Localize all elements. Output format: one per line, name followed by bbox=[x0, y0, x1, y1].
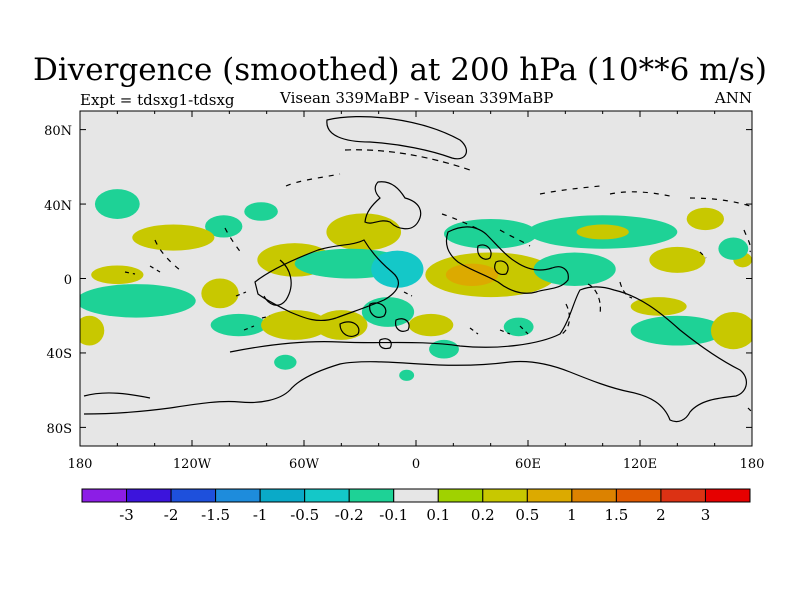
colorbar-swatch bbox=[571, 488, 617, 503]
colorbar-swatch bbox=[393, 488, 439, 503]
lon-label: 180 bbox=[68, 457, 93, 472]
coastline-inlet-west bbox=[263, 259, 292, 306]
lon-label: 60W bbox=[289, 457, 320, 472]
contour-region bbox=[210, 313, 267, 337]
lon-label: 0 bbox=[412, 457, 420, 472]
colorbar-swatch bbox=[615, 488, 662, 503]
contour-region bbox=[80, 284, 196, 318]
contour-region bbox=[91, 265, 144, 285]
contour-region bbox=[408, 313, 454, 337]
contour-region bbox=[261, 310, 329, 340]
contour-region bbox=[274, 354, 297, 370]
contour-region bbox=[718, 237, 749, 260]
contour-region bbox=[371, 250, 424, 288]
colorbar-label: 3 bbox=[701, 506, 711, 524]
colorbar-swatch bbox=[215, 488, 261, 503]
colorbar-label: 0.1 bbox=[426, 506, 450, 524]
comparison-label: Visean 339MaBP - Visean 339MaBP bbox=[280, 89, 554, 107]
contour-region bbox=[444, 218, 538, 249]
colorbar-label: -1 bbox=[253, 506, 268, 524]
lon-axis-labels: 180 120W 60W 0 60E 120E 180 bbox=[68, 457, 765, 472]
axis-ticks bbox=[79, 111, 753, 446]
lon-label: 180 bbox=[740, 457, 765, 472]
contour-region bbox=[94, 189, 140, 219]
coastline-east-islands bbox=[477, 244, 509, 275]
colorbar-label: -0.1 bbox=[379, 506, 408, 524]
colorbar-swatch bbox=[304, 488, 350, 503]
contour-region bbox=[399, 369, 415, 381]
coastline-south-continent bbox=[83, 286, 747, 423]
colorbar-label: 1 bbox=[567, 506, 577, 524]
colorbar-swatch bbox=[482, 488, 528, 503]
season-label: ANN bbox=[714, 89, 752, 107]
experiment-label: Expt = tdsxg1-tdsxg bbox=[80, 91, 235, 109]
contour-region bbox=[429, 339, 459, 359]
coastline-north-island bbox=[326, 116, 468, 160]
colorbar-label: 2 bbox=[656, 506, 666, 524]
coastline-continent-east bbox=[445, 226, 569, 294]
lon-label: 120E bbox=[623, 457, 657, 472]
contour-region bbox=[201, 278, 239, 309]
colorbar-swatch bbox=[170, 488, 217, 503]
colorbar bbox=[81, 488, 751, 503]
contour-region bbox=[630, 297, 687, 316]
contour-region bbox=[315, 310, 368, 340]
contour-region bbox=[686, 207, 724, 231]
colorbar-label: -2 bbox=[164, 506, 179, 524]
lat-label: 80S bbox=[47, 422, 72, 437]
colorbar-label: -1.5 bbox=[201, 506, 230, 524]
coastlines bbox=[83, 116, 752, 423]
lat-axis-labels: 80N 40N 0 40S 80S bbox=[44, 124, 72, 437]
contour-region bbox=[132, 224, 215, 251]
lat-label: 0 bbox=[64, 273, 72, 288]
colorbar-swatch bbox=[126, 488, 172, 503]
contour-region bbox=[326, 213, 402, 251]
colorbar-label: 0.5 bbox=[515, 506, 539, 524]
contour-region bbox=[576, 224, 629, 240]
colorbar-swatch bbox=[526, 488, 573, 503]
contour-region bbox=[710, 312, 752, 350]
colorbar-label: -0.2 bbox=[335, 506, 364, 524]
colorbar-label: 0.2 bbox=[471, 506, 495, 524]
colorbar-swatch bbox=[81, 488, 128, 503]
coastline-south-continent-hook bbox=[83, 392, 151, 399]
contour-region bbox=[205, 215, 243, 238]
contour-region bbox=[361, 297, 415, 327]
lon-label: 60E bbox=[515, 457, 541, 472]
contour-region bbox=[445, 263, 499, 286]
lat-label: 40N bbox=[44, 199, 72, 214]
colorbar-swatch bbox=[704, 488, 751, 503]
colorbar-swatch bbox=[660, 488, 706, 503]
coastline-southern-islands bbox=[339, 302, 410, 350]
coastline-arctic-dash bbox=[344, 149, 471, 171]
plot-title: Divergence (smoothed) at 200 hPa (10**6 … bbox=[33, 52, 767, 88]
divergence-field bbox=[80, 189, 752, 381]
colorbar-swatch bbox=[259, 488, 306, 503]
coastline-continent-west bbox=[254, 239, 400, 322]
coastline-north-fragments bbox=[154, 173, 752, 271]
contour-region bbox=[649, 246, 706, 273]
colorbar-labels: -3 -2 -1.5 -1 -0.5 -0.2 -0.1 0.1 0.2 0.5 1 1.5 2 3 bbox=[119, 506, 710, 524]
colorbar-label: -0.5 bbox=[290, 506, 319, 524]
contour-region bbox=[80, 315, 105, 346]
colorbar-swatch bbox=[437, 488, 484, 503]
lon-label: 120W bbox=[173, 457, 212, 472]
colorbar-label: -3 bbox=[119, 506, 134, 524]
lat-label: 80N bbox=[44, 124, 72, 139]
lat-label: 40S bbox=[47, 347, 72, 362]
contour-region bbox=[244, 202, 278, 221]
contour-region bbox=[533, 252, 616, 286]
colorbar-label: 1.5 bbox=[604, 506, 628, 524]
coastline-east-fragments bbox=[561, 281, 633, 335]
contour-region bbox=[630, 315, 724, 346]
colorbar-swatch bbox=[348, 488, 395, 503]
coastline-continent-north bbox=[364, 181, 422, 230]
